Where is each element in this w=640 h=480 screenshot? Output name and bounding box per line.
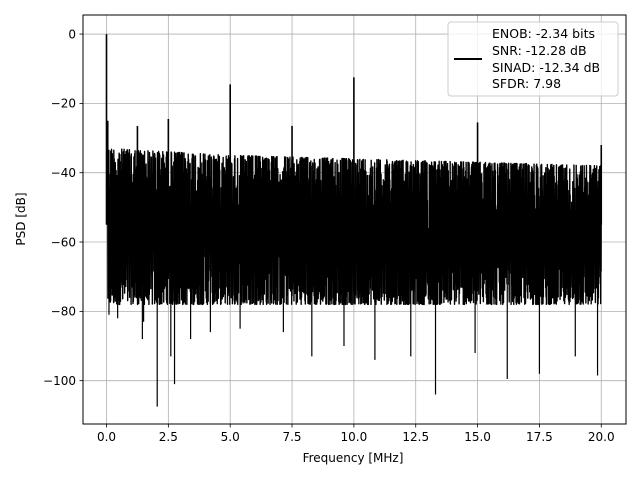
x-tick-label: 7.5 — [282, 430, 301, 444]
legend: ENOB: -2.34 bits SNR: -12.28 dB SINAD: -… — [447, 21, 619, 97]
x-axis-ticks: 0.0 2.5 5.0 7.5 10.0 12.5 15.0 17.5 20.0 — [97, 424, 615, 444]
x-tick-label: 2.5 — [159, 430, 178, 444]
x-tick-label: 15.0 — [464, 430, 491, 444]
x-tick-label: 0.0 — [97, 430, 116, 444]
y-tick-label: −80 — [51, 305, 76, 319]
y-tick-label: −20 — [51, 97, 76, 111]
x-axis-label: Frequency [MHz] — [303, 451, 404, 465]
psd-noise-trace — [107, 148, 602, 306]
plot-data — [105, 34, 603, 407]
x-tick-label: 10.0 — [341, 430, 368, 444]
y-tick-label: −40 — [51, 166, 76, 180]
legend-sinad: SINAD: -12.34 dB — [492, 60, 600, 75]
x-tick-label: 12.5 — [402, 430, 429, 444]
y-axis-label: PSD [dB] — [14, 192, 28, 245]
x-tick-label: 17.5 — [526, 430, 553, 444]
x-tick-label: 5.0 — [221, 430, 240, 444]
legend-sfdr: SFDR: 7.98 — [492, 76, 561, 91]
legend-box — [447, 21, 619, 97]
legend-enob: ENOB: -2.34 bits — [492, 26, 595, 41]
y-tick-label: −100 — [43, 374, 76, 388]
y-tick-label: 0 — [68, 27, 76, 41]
y-tick-label: −60 — [51, 235, 76, 249]
legend-snr: SNR: -12.28 dB — [492, 43, 587, 58]
y-axis-ticks: 0 −20 −40 −60 −80 −100 — [43, 27, 83, 388]
plot-frame — [82, 14, 627, 425]
x-tick-label: 20.0 — [588, 430, 615, 444]
